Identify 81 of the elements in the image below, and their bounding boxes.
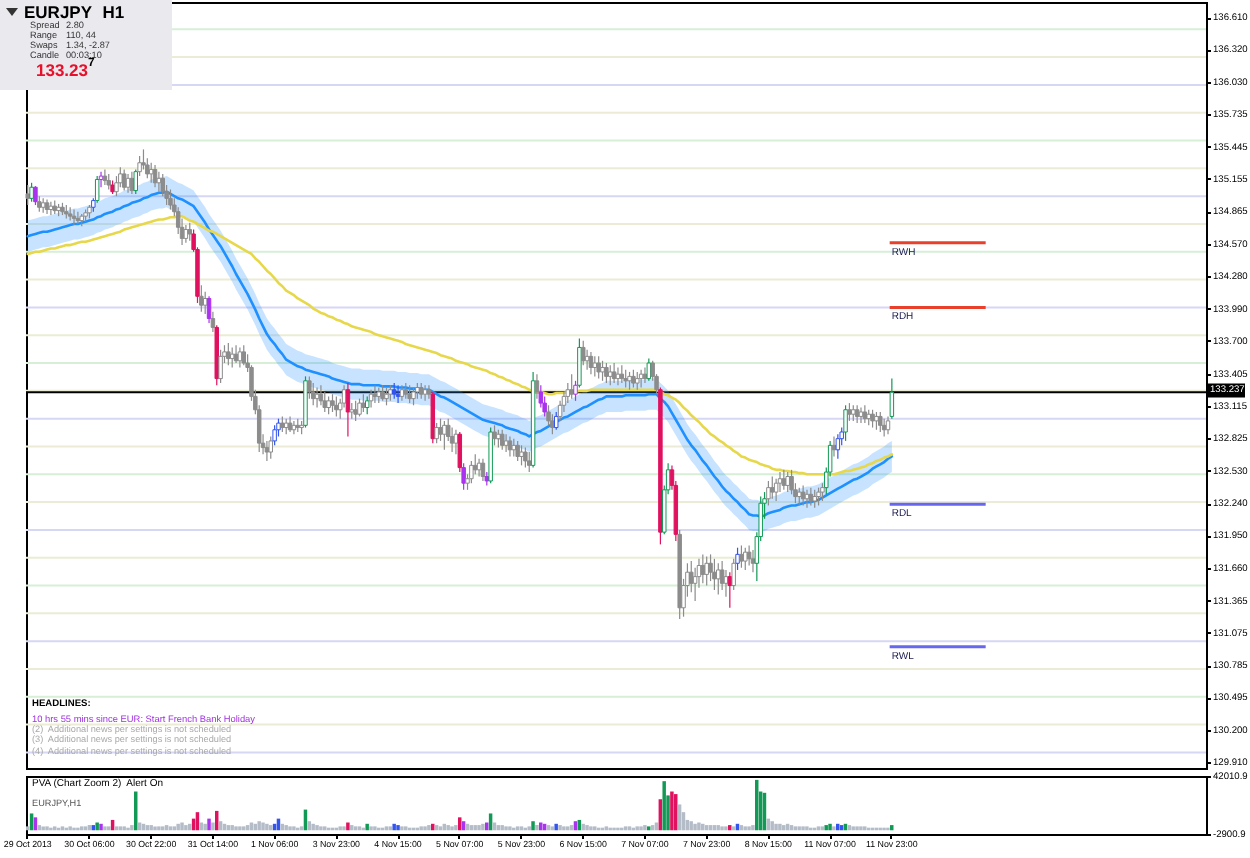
candlestick <box>218 349 223 384</box>
candlestick <box>611 362 617 384</box>
candlestick <box>310 382 316 406</box>
candlestick <box>307 375 312 400</box>
candlestick <box>523 446 528 469</box>
candlestick <box>581 340 586 366</box>
candlestick <box>557 400 563 422</box>
candlestick <box>303 375 308 429</box>
candlestick <box>202 291 208 315</box>
candlestick <box>700 553 706 584</box>
candlestick <box>785 471 790 493</box>
candlestick <box>318 384 324 406</box>
candlestick <box>442 420 447 451</box>
candlestick <box>746 544 752 567</box>
candlestick <box>878 411 883 433</box>
candlestick <box>789 469 794 495</box>
candlestick <box>125 173 131 194</box>
candlestick <box>268 435 274 460</box>
candlestick <box>689 560 694 593</box>
candlestick <box>770 475 775 500</box>
candlestick <box>233 344 239 364</box>
candlestick <box>168 188 173 211</box>
candlestick <box>704 556 709 587</box>
candlestick <box>646 357 652 382</box>
candlestick <box>719 560 725 591</box>
candlestick <box>766 480 771 507</box>
candlestick <box>534 373 540 400</box>
candlestick <box>743 547 748 571</box>
candlestick <box>739 544 744 569</box>
candlestick <box>538 384 544 409</box>
candlestick <box>33 185 38 206</box>
candlestick <box>712 558 717 591</box>
candlestick <box>600 360 605 382</box>
candlestick <box>368 389 374 409</box>
candlestick <box>546 404 551 426</box>
candlestick <box>773 478 779 502</box>
candlestick <box>118 166 123 188</box>
candlestick <box>430 391 436 444</box>
annotation: 133.23$^{7}$ <box>36 58 95 80</box>
candlestick <box>457 431 463 473</box>
candlestick <box>503 433 509 453</box>
candlestick <box>121 168 127 192</box>
candlestick <box>527 451 532 473</box>
candlestick <box>843 404 848 442</box>
candlestick <box>565 382 571 404</box>
candlestick <box>272 424 277 446</box>
candlestick <box>199 284 204 313</box>
candlestick <box>492 424 497 446</box>
candlestick <box>141 148 146 171</box>
candlestick <box>449 426 455 453</box>
candlestick <box>145 157 150 179</box>
candlestick <box>519 444 524 466</box>
candlestick <box>500 429 505 451</box>
candlestick <box>102 168 108 186</box>
candlestick <box>25 184 30 206</box>
candlestick <box>438 418 443 442</box>
candlestick <box>160 173 165 197</box>
candlestick <box>29 182 34 203</box>
candlestick <box>692 567 698 602</box>
candlestick <box>577 337 582 389</box>
candlestick <box>781 469 787 491</box>
candlestick <box>716 562 721 596</box>
candlestick <box>210 311 216 333</box>
candlestick <box>592 355 598 377</box>
candlestick <box>461 462 466 491</box>
candlestick <box>206 295 212 324</box>
candlestick <box>434 422 439 444</box>
candlestick <box>469 460 474 484</box>
candlestick <box>94 175 100 204</box>
chart-title: EURJPY H1 <box>24 2 125 22</box>
candlestick <box>569 373 574 400</box>
candlestick <box>731 558 736 591</box>
candlestick <box>708 553 713 582</box>
candlestick <box>229 346 235 369</box>
candlestick <box>148 162 154 184</box>
candlestick <box>596 355 601 380</box>
candlestick <box>608 364 613 386</box>
candlestick <box>561 391 567 413</box>
candlestick <box>604 362 609 384</box>
candlestick <box>241 344 246 366</box>
candlestick <box>426 384 432 400</box>
